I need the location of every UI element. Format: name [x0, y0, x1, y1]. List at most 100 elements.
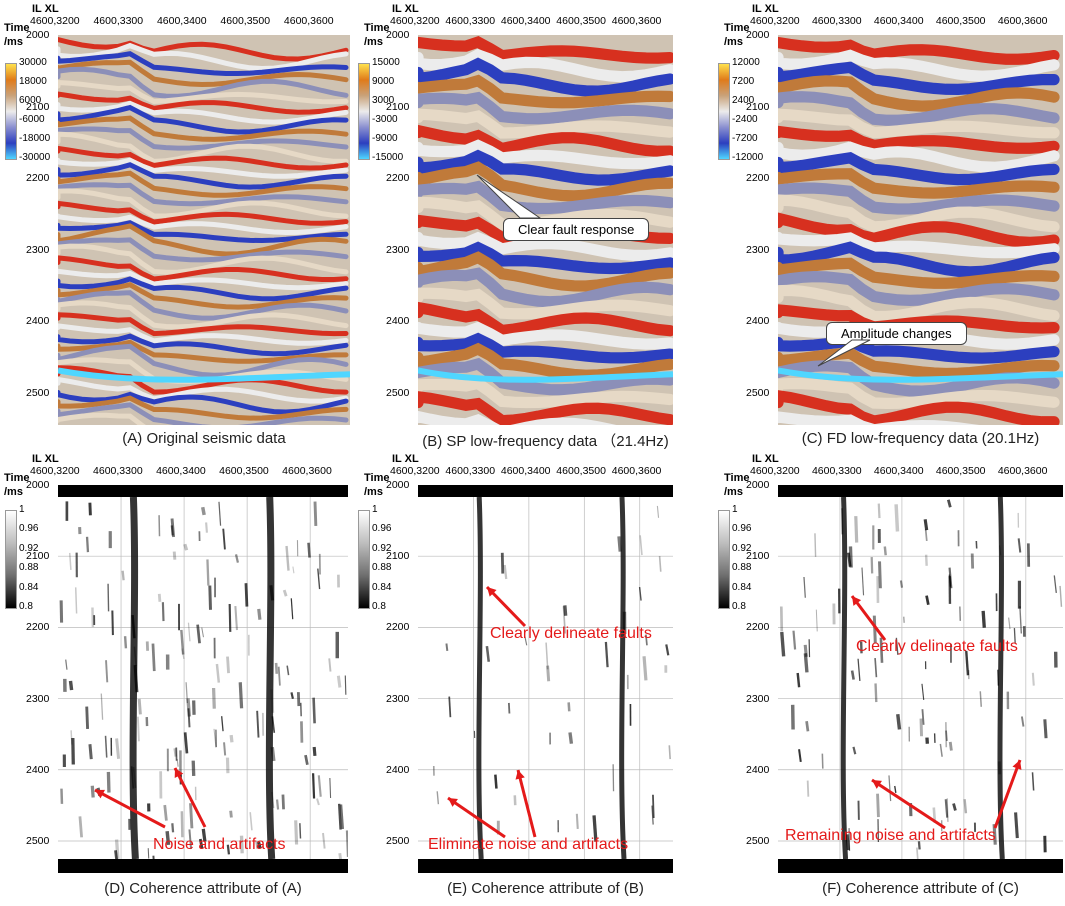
noise-streak — [848, 546, 853, 568]
time-label-line2: /ms — [4, 36, 23, 48]
panel-caption: (F) Coherence attribute of (C) — [822, 880, 1019, 897]
il-xl-label: IL XL — [752, 3, 779, 15]
noise-streak — [876, 793, 880, 818]
noise-streak — [244, 583, 249, 607]
noise-streak — [226, 844, 231, 855]
reflector-band — [58, 390, 349, 415]
reflector-band — [418, 410, 617, 425]
x-tick-label: 4600,3400 — [873, 465, 924, 477]
noise-streak — [345, 830, 348, 857]
reflector-band — [778, 241, 1060, 278]
reflector-band — [58, 157, 349, 179]
x-tick-label: 4600,3300 — [445, 465, 496, 477]
noise-streak — [507, 702, 511, 714]
noise-streak — [642, 656, 648, 681]
colorbar-label: 0.84 — [372, 581, 392, 593]
y-tick-label: 2100 — [26, 550, 50, 563]
reflector-band — [778, 257, 1060, 289]
noise-streak — [313, 501, 318, 526]
reflector-band — [58, 220, 349, 244]
x-tick-label: 4600,3600 — [282, 465, 332, 477]
noise-streak — [567, 702, 571, 712]
noise-streak — [436, 791, 440, 805]
reflector-band — [58, 79, 349, 105]
noise-streak — [1020, 716, 1025, 727]
noise-streak — [121, 570, 125, 581]
noise-streak — [874, 683, 878, 703]
noise-streak — [257, 841, 262, 849]
fault-lineament — [476, 496, 484, 860]
colorbar-label: 0.8 — [19, 601, 33, 612]
noise-streak — [1017, 538, 1022, 553]
noise-streak — [339, 804, 345, 830]
noise-streak — [68, 680, 74, 691]
reflector-band — [58, 223, 349, 257]
y-tick-label: 2500 — [26, 834, 50, 847]
noise-streak — [857, 658, 861, 681]
noise-streak — [299, 823, 302, 839]
colorbar — [5, 63, 17, 160]
noise-streak — [604, 641, 609, 668]
noise-streak — [651, 805, 654, 825]
reflector-band — [418, 391, 673, 425]
noise-streak — [222, 528, 226, 550]
y-tick-label: 2200 — [386, 172, 410, 185]
noise-streak — [317, 568, 321, 590]
reflector-band — [778, 212, 1060, 249]
y-tick-label: 2400 — [746, 315, 770, 328]
colorbar-label: 6000 — [19, 95, 42, 106]
noise-streak — [304, 754, 309, 766]
y-tick-label: 2000 — [386, 479, 410, 491]
reflector-band — [418, 139, 673, 170]
colorbar-label: -2400 — [732, 114, 758, 125]
reflector-band — [778, 194, 1060, 233]
noise-streak — [172, 551, 177, 560]
reflector-band — [778, 270, 1060, 307]
colorbar-label: 1 — [732, 504, 738, 515]
panel-caption: (D) Coherence attribute of (A) — [104, 880, 302, 897]
noise-streak — [312, 697, 316, 724]
reflector-band — [778, 284, 1060, 323]
noise-streak — [294, 820, 299, 845]
noise-streak — [205, 522, 208, 533]
colorbar-label: -9000 — [372, 133, 398, 144]
colorbar-label: -15000 — [372, 152, 404, 163]
x-tick-label: 4600,3600 — [611, 465, 662, 477]
noise-streak — [188, 829, 193, 850]
colorbar — [358, 510, 370, 609]
colorbar-label: 0.8 — [372, 601, 386, 612]
colorbar-label: 0.88 — [732, 562, 752, 574]
reflector-band — [418, 321, 673, 350]
colorbar-label: 0.92 — [19, 542, 39, 554]
y-tick-label: 2300 — [746, 692, 770, 705]
red-annotation: Clearly delineate faults — [490, 625, 652, 642]
noise-streak — [105, 660, 109, 683]
time-label: Time/ms — [724, 21, 749, 49]
noise-streak — [104, 735, 108, 758]
noise-streak — [894, 504, 900, 532]
colorbar-label: 0.8 — [732, 601, 746, 612]
noise-streak — [85, 706, 90, 729]
colorbar-label: 0.96 — [19, 523, 39, 535]
y-tick-label: 2200 — [746, 172, 770, 185]
y-tick-label: 2400 — [746, 763, 770, 776]
noise-streak — [180, 811, 184, 838]
noise-streak — [780, 631, 786, 657]
noise-streak — [256, 710, 260, 738]
reflector-band — [778, 231, 1060, 259]
x-tick-label: 4600,3300 — [811, 15, 862, 27]
colorbar-label: 0.88 — [372, 562, 392, 574]
noise-streak — [201, 627, 204, 638]
reflector-band — [58, 237, 349, 263]
reflector-band — [58, 282, 349, 310]
noise-streak — [211, 687, 216, 709]
noise-streak — [668, 745, 671, 760]
reflector-band — [418, 48, 673, 83]
reflector-band — [778, 182, 1060, 215]
x-tick-label: 4600,3400 — [873, 15, 924, 27]
noise-streak — [328, 658, 332, 672]
reflector-band — [778, 108, 1060, 139]
noise-streak — [1031, 672, 1035, 686]
noise-streak — [803, 653, 809, 673]
red-annotation: Clearly delineate faults — [856, 638, 1018, 655]
